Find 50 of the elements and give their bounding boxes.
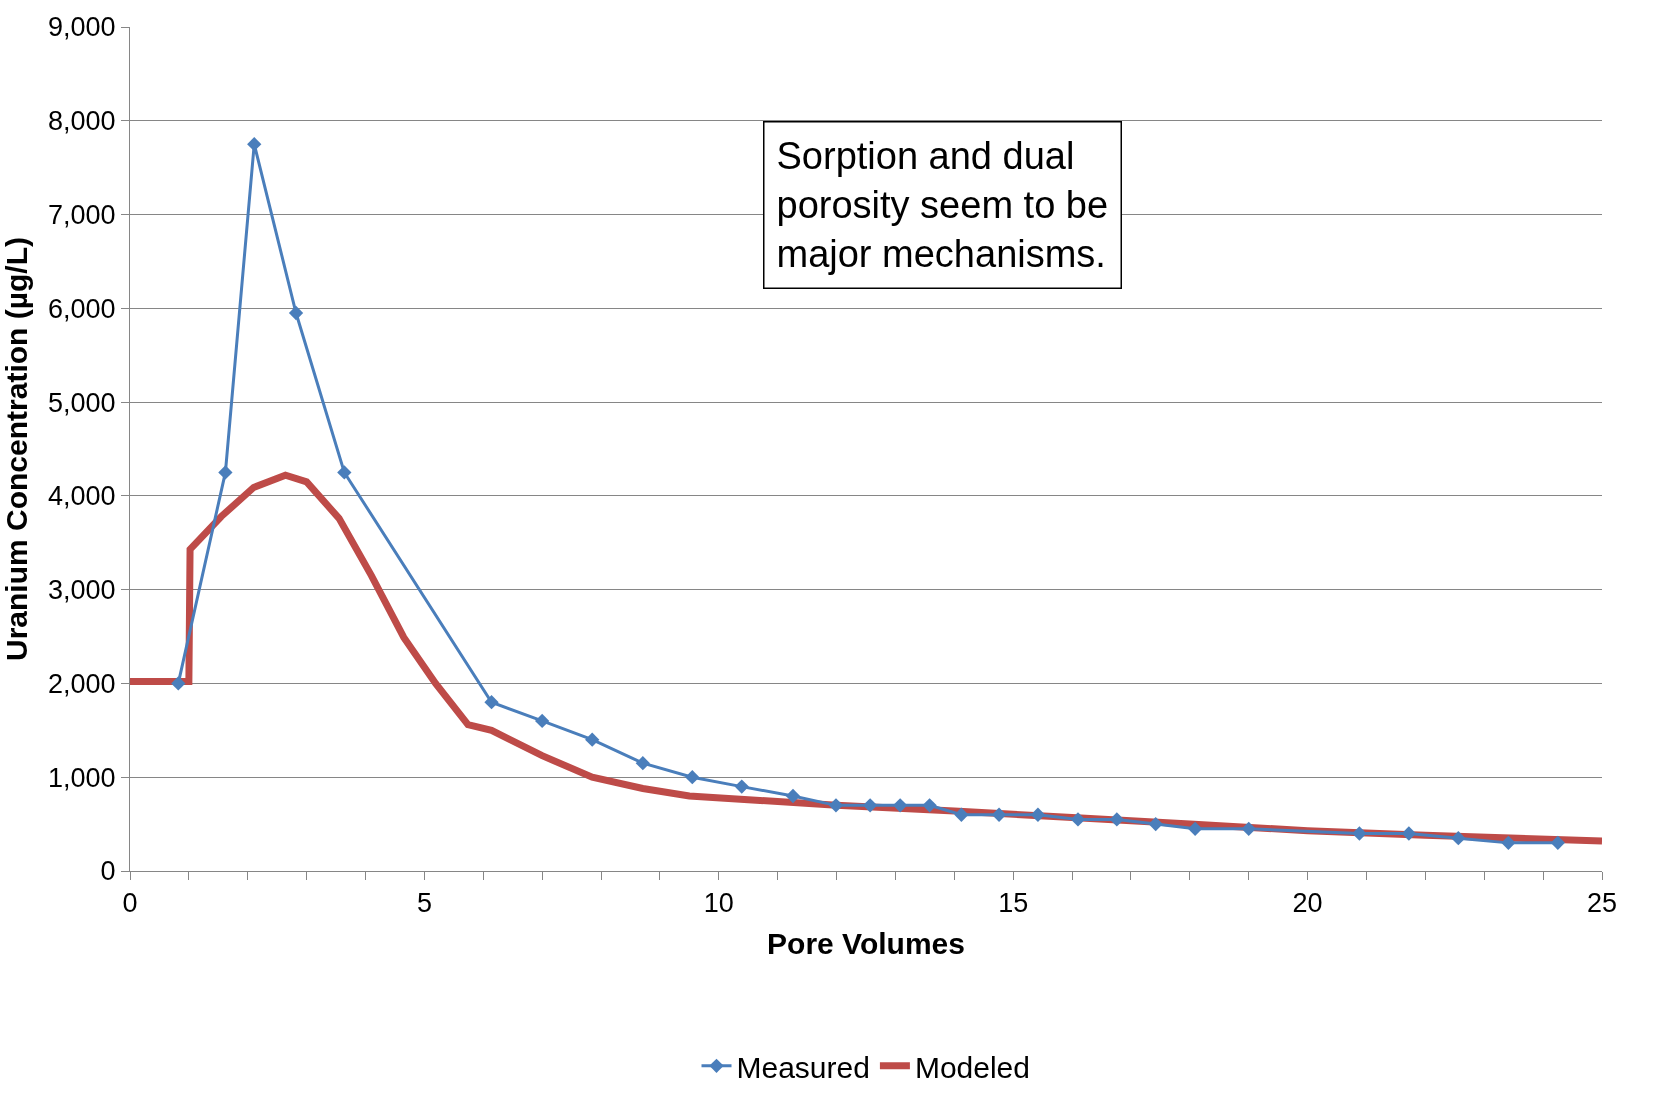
point — [922, 798, 937, 813]
point — [1550, 835, 1565, 851]
point — [288, 305, 304, 321]
x-tick-label: 25 — [1586, 888, 1618, 919]
point — [337, 465, 352, 480]
point — [218, 465, 233, 480]
point — [893, 798, 908, 813]
point — [734, 779, 749, 794]
point — [1030, 807, 1046, 822]
point — [1451, 831, 1466, 846]
point — [1401, 826, 1417, 841]
y-tick-label: 2,000 — [48, 668, 116, 699]
point — [828, 798, 844, 813]
point — [535, 713, 550, 729]
y-axis-title: Uranium Concentration (µg/L) — [0, 237, 33, 661]
point — [484, 695, 499, 710]
x-tick-label: 20 — [1292, 888, 1323, 919]
y-tick-label: 8,000 — [48, 106, 116, 137]
point — [1352, 826, 1367, 841]
y-tick-label: 4,000 — [48, 481, 116, 512]
point — [1241, 821, 1256, 836]
x-tick-label: 10 — [703, 888, 734, 919]
legend-label: Measured — [736, 1050, 870, 1084]
point — [954, 807, 969, 822]
point — [991, 807, 1007, 822]
y-tick-label: 9,000 — [48, 12, 116, 43]
point — [1148, 816, 1163, 832]
y-tick-label: 3,000 — [48, 575, 116, 606]
point — [635, 756, 650, 771]
x-tick-label: 0 — [122, 888, 138, 919]
legend-label: Modeled — [914, 1050, 1030, 1084]
point — [1070, 812, 1086, 827]
y-tick-label: 5,000 — [48, 387, 116, 418]
point — [862, 798, 878, 813]
y-tick-label: 0 — [100, 856, 116, 887]
point — [685, 770, 700, 785]
point — [247, 137, 262, 152]
x-tick-label: 5 — [416, 888, 432, 919]
x-tick-label: 15 — [998, 888, 1029, 919]
point — [171, 676, 186, 691]
point — [585, 732, 600, 747]
annotation: Sorption and dual porosity seem to be major mechanisms. — [776, 134, 1109, 276]
y-tick-label: 6,000 — [48, 293, 116, 324]
y-tick-label: 7,000 — [48, 200, 116, 231]
y-tick-label: 1,000 — [48, 762, 116, 793]
x-axis-title: Pore Volumes — [767, 926, 965, 960]
point — [1109, 812, 1124, 827]
point — [1501, 835, 1516, 851]
point — [1187, 821, 1203, 836]
point — [785, 788, 801, 804]
